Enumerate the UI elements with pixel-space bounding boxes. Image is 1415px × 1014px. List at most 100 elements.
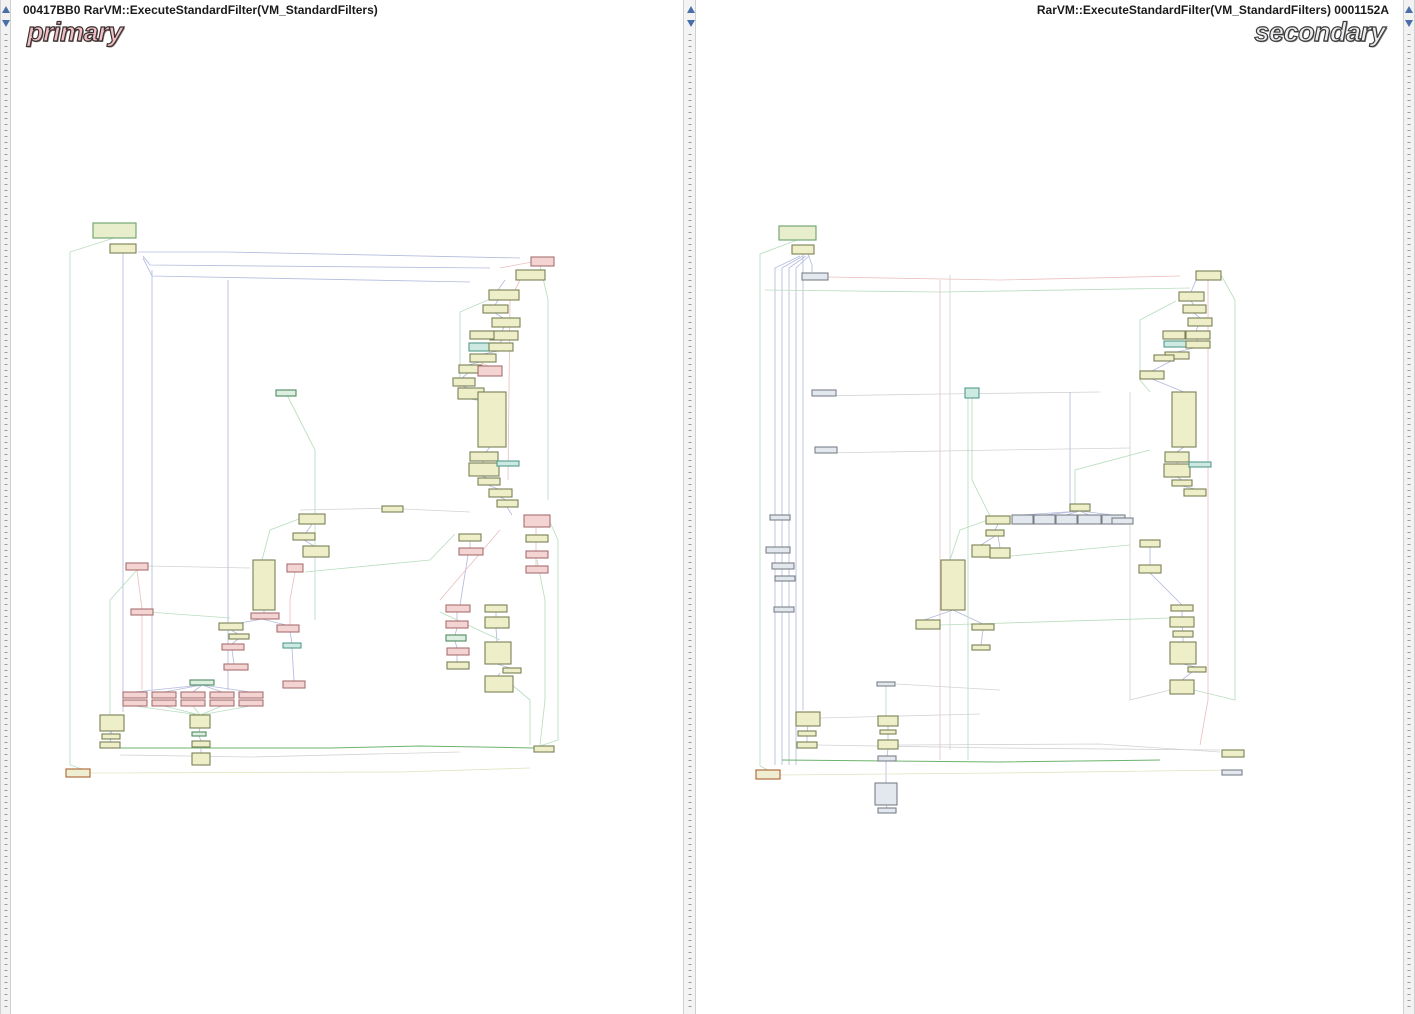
basic-block-node[interactable] bbox=[99, 741, 121, 749]
basic-block-node[interactable] bbox=[189, 679, 215, 686]
basic-block-node[interactable] bbox=[964, 387, 980, 399]
basic-block-node[interactable] bbox=[877, 715, 899, 727]
basic-block-node[interactable] bbox=[1055, 514, 1078, 525]
basic-block-node[interactable] bbox=[122, 691, 148, 699]
basic-block-node[interactable] bbox=[209, 691, 235, 699]
basic-block-node[interactable] bbox=[482, 304, 509, 314]
basic-block-node[interactable] bbox=[1011, 514, 1034, 525]
basic-block-node[interactable] bbox=[180, 699, 206, 707]
basic-block-node[interactable] bbox=[1172, 630, 1194, 638]
basic-block-node[interactable] bbox=[381, 505, 404, 513]
basic-block-node[interactable] bbox=[502, 667, 522, 674]
basic-block-node[interactable] bbox=[769, 514, 791, 521]
basic-block-node[interactable] bbox=[1162, 330, 1186, 340]
basic-block-node[interactable] bbox=[877, 739, 899, 750]
basic-block-node[interactable] bbox=[228, 633, 250, 640]
secondary-graph-svg[interactable] bbox=[696, 0, 1403, 1014]
basic-block-node[interactable] bbox=[879, 729, 897, 735]
basic-block-node[interactable] bbox=[496, 499, 519, 508]
basic-block-node[interactable] bbox=[275, 389, 297, 397]
basic-block-node[interactable] bbox=[515, 269, 546, 281]
basic-block-node[interactable] bbox=[774, 575, 796, 582]
basic-block-node[interactable] bbox=[530, 256, 555, 267]
basic-block-node[interactable] bbox=[877, 807, 897, 814]
basic-block-node[interactable] bbox=[1178, 291, 1205, 302]
basic-block-node[interactable] bbox=[151, 691, 177, 699]
scroll-down-arrow-icon[interactable] bbox=[1405, 20, 1413, 27]
basic-block-node[interactable] bbox=[1187, 317, 1213, 327]
basic-block-node[interactable] bbox=[282, 642, 302, 649]
basic-block-node[interactable] bbox=[1195, 270, 1222, 281]
basic-block-node[interactable] bbox=[99, 714, 125, 732]
basic-block-node[interactable] bbox=[1164, 451, 1190, 463]
center-splitter[interactable] bbox=[683, 0, 696, 1014]
basic-block-node[interactable] bbox=[477, 477, 501, 486]
basic-block-node[interactable] bbox=[1221, 769, 1243, 776]
basic-block-node[interactable] bbox=[778, 225, 817, 241]
basic-block-node[interactable] bbox=[985, 529, 1005, 537]
basic-block-node[interactable] bbox=[525, 550, 549, 559]
basic-block-node[interactable] bbox=[130, 608, 154, 616]
basic-block-node[interactable] bbox=[525, 565, 549, 574]
basic-block-node[interactable] bbox=[445, 620, 469, 629]
basic-block-node[interactable] bbox=[458, 547, 484, 556]
basic-block-node[interactable] bbox=[876, 681, 896, 687]
basic-block-node[interactable] bbox=[1221, 749, 1245, 758]
basic-block-node[interactable] bbox=[1182, 304, 1207, 314]
basic-block-node[interactable] bbox=[180, 691, 206, 699]
basic-block-node[interactable] bbox=[191, 752, 211, 766]
basic-block-node[interactable] bbox=[484, 641, 512, 665]
basic-block-node[interactable] bbox=[252, 559, 276, 611]
basic-block-node[interactable] bbox=[1185, 330, 1211, 340]
basic-block-node[interactable] bbox=[1185, 340, 1211, 349]
splitter-down-arrow-icon[interactable] bbox=[687, 20, 695, 27]
basic-block-node[interactable] bbox=[771, 562, 795, 570]
basic-block-node[interactable] bbox=[488, 342, 514, 352]
basic-block-node[interactable] bbox=[971, 623, 995, 631]
primary-pane[interactable]: 00417BB0 RarVM::ExecuteStandardFilter(VM… bbox=[11, 0, 683, 1014]
primary-graph-svg[interactable] bbox=[11, 0, 683, 1014]
basic-block-node[interactable] bbox=[1171, 479, 1193, 487]
basic-block-node[interactable] bbox=[1077, 514, 1102, 525]
basic-block-node[interactable] bbox=[477, 365, 503, 377]
basic-block-node[interactable] bbox=[209, 699, 235, 707]
basic-block-node[interactable] bbox=[445, 634, 467, 642]
basic-block-node[interactable] bbox=[1183, 488, 1207, 497]
basic-block-node[interactable] bbox=[1187, 666, 1207, 673]
primary-flowgraph[interactable] bbox=[11, 0, 683, 1014]
splitter-up-arrow-icon[interactable] bbox=[687, 6, 695, 13]
basic-block-node[interactable] bbox=[446, 661, 470, 670]
basic-block-node[interactable] bbox=[488, 289, 520, 301]
basic-block-node[interactable] bbox=[221, 643, 245, 651]
basic-block-node[interactable] bbox=[292, 532, 316, 541]
basic-block-node[interactable] bbox=[1138, 564, 1162, 574]
basic-block-node[interactable] bbox=[801, 272, 829, 281]
basic-block-node[interactable] bbox=[484, 616, 510, 629]
basic-block-node[interactable] bbox=[989, 547, 1011, 559]
basic-block-node[interactable] bbox=[191, 740, 211, 748]
secondary-pane[interactable]: RarVM::ExecuteStandardFilter(VM_Standard… bbox=[696, 0, 1403, 1014]
graph-nodes[interactable] bbox=[755, 225, 1245, 814]
basic-block-node[interactable] bbox=[773, 606, 795, 613]
basic-block-node[interactable] bbox=[65, 768, 91, 778]
basic-block-node[interactable] bbox=[92, 222, 137, 239]
secondary-flowgraph[interactable] bbox=[696, 0, 1403, 1014]
basic-block-node[interactable] bbox=[223, 663, 249, 671]
basic-block-node[interactable] bbox=[811, 389, 837, 397]
right-scroll-rail[interactable] bbox=[1403, 0, 1415, 1014]
basic-block-node[interactable] bbox=[1033, 514, 1056, 525]
basic-block-node[interactable] bbox=[1163, 463, 1191, 478]
graph-nodes[interactable] bbox=[65, 222, 555, 778]
basic-block-node[interactable] bbox=[484, 675, 514, 693]
basic-block-node[interactable] bbox=[523, 514, 551, 528]
basic-block-node[interactable] bbox=[151, 699, 177, 707]
basic-block-node[interactable] bbox=[1111, 517, 1134, 525]
basic-block-node[interactable] bbox=[1139, 539, 1161, 548]
basic-block-node[interactable] bbox=[191, 731, 207, 737]
basic-block-node[interactable] bbox=[445, 604, 471, 613]
basic-block-node[interactable] bbox=[458, 533, 482, 542]
basic-block-node[interactable] bbox=[971, 644, 991, 651]
basic-block-node[interactable] bbox=[477, 391, 507, 448]
basic-block-node[interactable] bbox=[218, 622, 244, 631]
basic-block-node[interactable] bbox=[238, 699, 264, 707]
